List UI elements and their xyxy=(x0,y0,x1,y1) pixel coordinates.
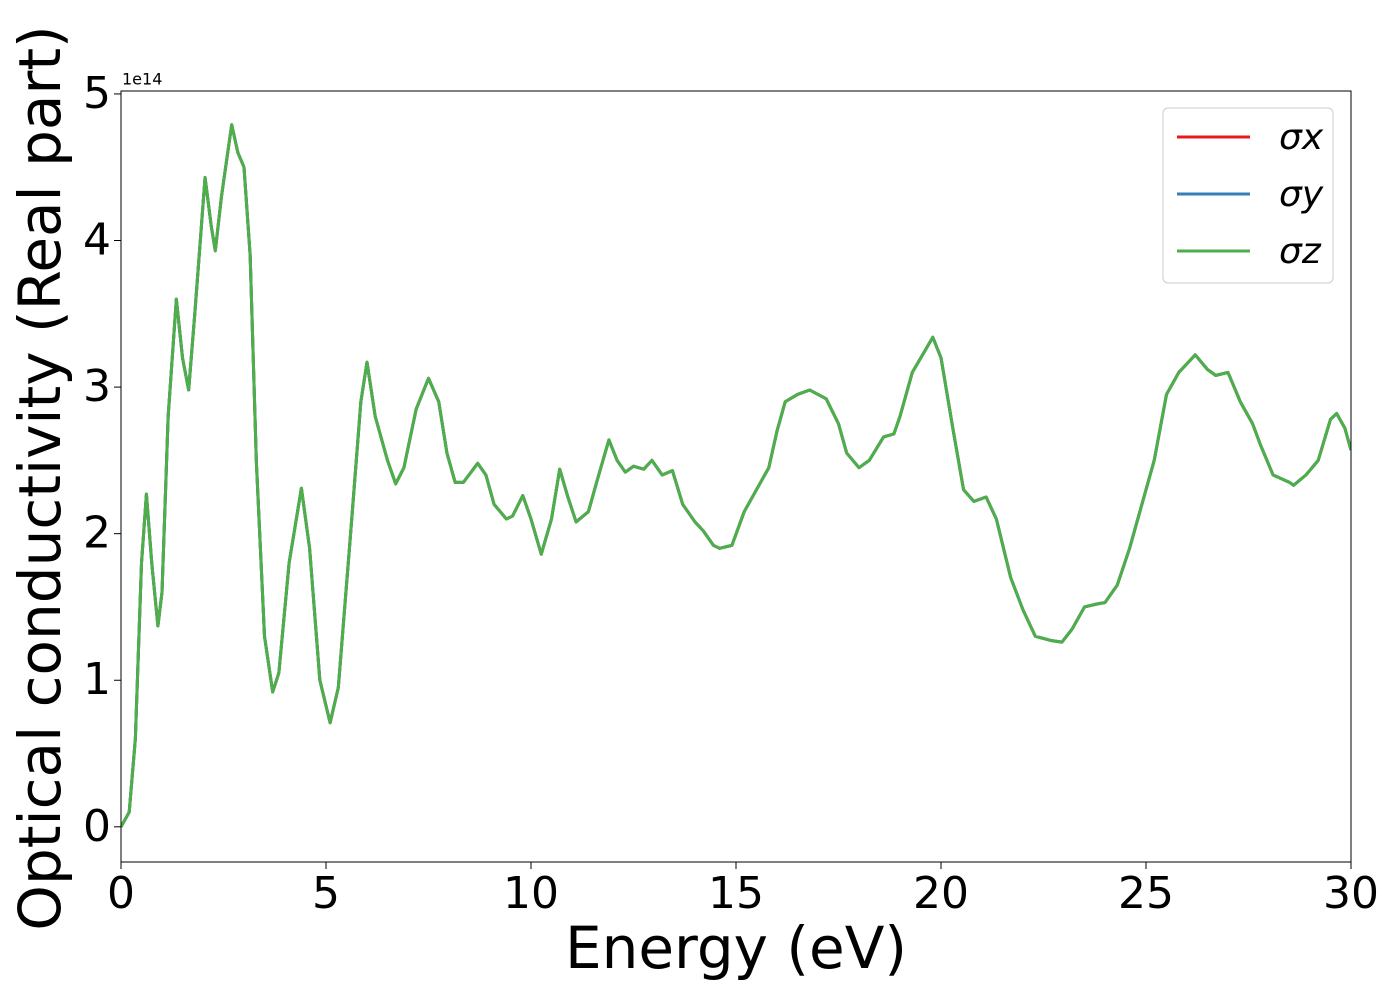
x-tick-label: 15 xyxy=(708,868,764,919)
x-tick-label: 25 xyxy=(1118,868,1174,919)
x-tick-label: 20 xyxy=(913,868,969,919)
series-line xyxy=(121,123,1351,828)
x-tick-label: 30 xyxy=(1323,868,1379,919)
y-tick-label: 1 xyxy=(83,654,111,705)
x-tick-label: 5 xyxy=(312,868,340,919)
x-tick-label: 0 xyxy=(107,868,135,919)
y-tick-label: 4 xyxy=(83,215,111,266)
y-tick-label: 2 xyxy=(83,508,111,559)
plot-frame xyxy=(120,90,1352,863)
legend-label: σz xyxy=(1279,231,1322,272)
y-tick-label: 5 xyxy=(83,68,111,119)
y-offset-label: 1e14 xyxy=(122,70,162,89)
y-tick-label: 3 xyxy=(83,361,111,412)
x-axis-label: Energy (eV) xyxy=(565,914,907,982)
legend-label: σx xyxy=(1279,117,1324,158)
y-tick-label: 0 xyxy=(83,801,111,852)
legend-label: σy xyxy=(1279,174,1324,215)
y-axis-label: Optical conductivity (Real part) xyxy=(6,25,74,930)
x-tick-label: 10 xyxy=(503,868,559,919)
